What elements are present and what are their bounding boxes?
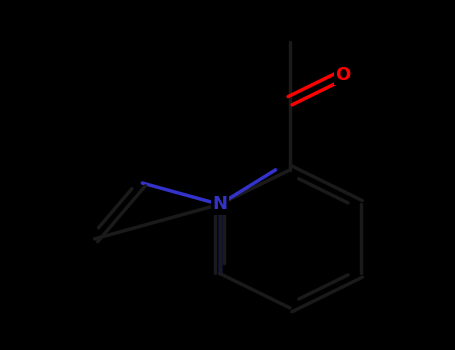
Text: N: N (212, 195, 227, 214)
Text: O: O (335, 66, 350, 84)
